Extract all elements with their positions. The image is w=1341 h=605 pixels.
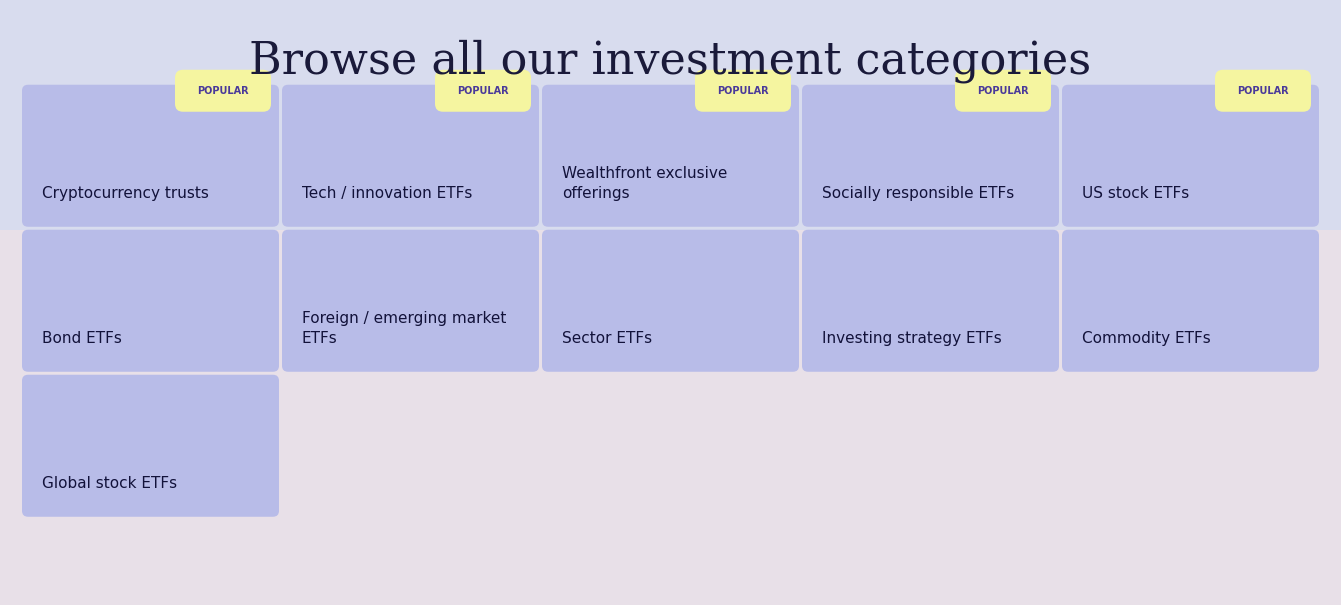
Text: POPULAR: POPULAR [717,86,768,96]
FancyBboxPatch shape [1215,70,1311,112]
Bar [0,230,1341,605]
FancyBboxPatch shape [802,230,1059,371]
Text: Investing strategy ETFs: Investing strategy ETFs [822,331,1002,345]
Text: Socially responsible ETFs: Socially responsible ETFs [822,186,1014,201]
Text: Tech / innovation ETFs: Tech / innovation ETFs [302,186,472,201]
FancyBboxPatch shape [955,70,1051,112]
FancyBboxPatch shape [1062,85,1320,227]
Text: Sector ETFs: Sector ETFs [562,331,652,345]
Bar [0,0,1341,230]
FancyBboxPatch shape [434,70,531,112]
FancyBboxPatch shape [174,70,271,112]
FancyBboxPatch shape [695,70,791,112]
FancyBboxPatch shape [802,85,1059,227]
FancyBboxPatch shape [282,230,539,371]
Text: POPULAR: POPULAR [1238,86,1289,96]
Text: Foreign / emerging market
ETFs: Foreign / emerging market ETFs [302,311,507,345]
FancyBboxPatch shape [282,85,539,227]
Text: Browse all our investment categories: Browse all our investment categories [249,39,1092,83]
Text: Global stock ETFs: Global stock ETFs [42,476,177,491]
Text: Bond ETFs: Bond ETFs [42,331,122,345]
FancyBboxPatch shape [21,85,279,227]
FancyBboxPatch shape [542,85,799,227]
Text: Wealthfront exclusive
offerings: Wealthfront exclusive offerings [562,166,727,201]
FancyBboxPatch shape [542,230,799,371]
FancyBboxPatch shape [21,374,279,517]
Text: POPULAR: POPULAR [978,86,1029,96]
Text: POPULAR: POPULAR [457,86,508,96]
Text: Cryptocurrency trusts: Cryptocurrency trusts [42,186,209,201]
FancyBboxPatch shape [21,230,279,371]
Text: POPULAR: POPULAR [197,86,249,96]
FancyBboxPatch shape [1062,230,1320,371]
Text: Commodity ETFs: Commodity ETFs [1082,331,1211,345]
Text: US stock ETFs: US stock ETFs [1082,186,1189,201]
